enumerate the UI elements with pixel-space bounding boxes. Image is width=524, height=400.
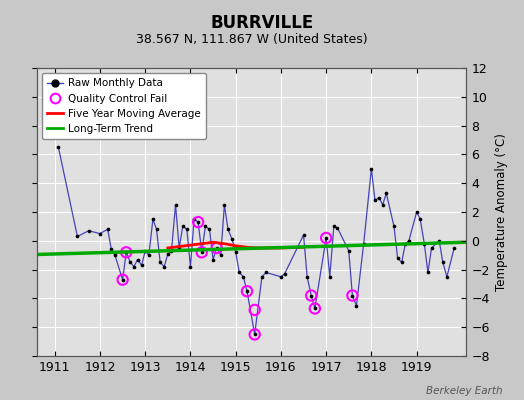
Point xyxy=(250,331,259,338)
Point xyxy=(424,269,432,276)
Point xyxy=(213,245,221,251)
Point xyxy=(428,245,436,251)
Point xyxy=(205,226,214,232)
Point xyxy=(450,245,458,251)
Point xyxy=(224,226,232,232)
Point xyxy=(171,202,180,208)
Point xyxy=(84,228,93,234)
Point xyxy=(235,269,244,276)
Point xyxy=(416,216,424,222)
Point xyxy=(412,209,421,215)
Point xyxy=(118,276,127,283)
Point xyxy=(96,230,104,237)
Point xyxy=(152,226,161,232)
Legend: Raw Monthly Data, Quality Control Fail, Five Year Moving Average, Long-Term Tren: Raw Monthly Data, Quality Control Fail, … xyxy=(42,73,206,139)
Point xyxy=(163,250,172,257)
Point xyxy=(394,255,402,261)
Point xyxy=(220,202,228,208)
Point xyxy=(243,288,251,294)
Point xyxy=(307,292,315,299)
Point xyxy=(54,144,62,150)
Point xyxy=(122,249,130,256)
Point xyxy=(175,245,183,251)
Point xyxy=(243,288,251,294)
Point xyxy=(179,223,187,230)
Point xyxy=(303,274,311,280)
Point xyxy=(311,305,319,312)
Point xyxy=(405,238,413,244)
Point xyxy=(378,202,387,208)
Point xyxy=(322,235,330,241)
Point xyxy=(325,274,334,280)
Point xyxy=(198,249,206,256)
Point xyxy=(262,269,270,276)
Point xyxy=(280,271,289,277)
Point xyxy=(435,238,443,244)
Point xyxy=(277,274,285,280)
Point xyxy=(307,292,315,299)
Point xyxy=(194,219,202,225)
Point xyxy=(352,302,361,309)
Point xyxy=(156,259,165,266)
Point xyxy=(359,240,368,247)
Point xyxy=(126,259,135,266)
Point xyxy=(167,248,176,254)
Point xyxy=(330,223,338,230)
Point xyxy=(111,252,119,258)
Point xyxy=(420,240,429,247)
Point xyxy=(258,274,266,280)
Point xyxy=(232,249,240,256)
Point xyxy=(345,248,353,254)
Point xyxy=(73,233,82,240)
Text: Berkeley Earth: Berkeley Earth xyxy=(427,386,503,396)
Point xyxy=(141,248,149,254)
Point xyxy=(145,252,153,258)
Point xyxy=(201,223,210,230)
Point xyxy=(133,256,141,263)
Point xyxy=(367,166,376,172)
Title: 38.567 N, 111.867 W (United States): 38.567 N, 111.867 W (United States) xyxy=(136,33,367,46)
Point xyxy=(130,264,138,270)
Point xyxy=(443,274,451,280)
Point xyxy=(198,249,206,256)
Point xyxy=(137,262,146,268)
Point xyxy=(186,264,194,270)
Point xyxy=(401,240,409,247)
Point xyxy=(149,216,157,222)
Point xyxy=(216,252,225,258)
Y-axis label: Temperature Anomaly (°C): Temperature Anomaly (°C) xyxy=(495,133,508,291)
Point xyxy=(160,264,168,270)
Point xyxy=(348,292,356,299)
Point xyxy=(250,331,259,338)
Point xyxy=(190,216,198,222)
Point xyxy=(322,235,330,241)
Point xyxy=(118,276,127,283)
Point xyxy=(122,249,130,256)
Point xyxy=(390,223,398,230)
Point xyxy=(333,225,342,231)
Point xyxy=(107,246,115,253)
Point xyxy=(398,259,406,266)
Text: BURRVILLE: BURRVILLE xyxy=(210,14,314,32)
Point xyxy=(348,292,356,299)
Point xyxy=(439,259,447,266)
Point xyxy=(382,190,390,196)
Point xyxy=(375,194,383,201)
Point xyxy=(228,236,236,242)
Point xyxy=(183,226,191,232)
Point xyxy=(239,274,247,280)
Point xyxy=(311,305,319,312)
Point xyxy=(213,245,221,251)
Point xyxy=(104,226,112,232)
Point xyxy=(299,232,308,238)
Point xyxy=(194,219,202,225)
Point xyxy=(250,307,259,313)
Point xyxy=(209,256,217,263)
Point xyxy=(371,197,379,204)
